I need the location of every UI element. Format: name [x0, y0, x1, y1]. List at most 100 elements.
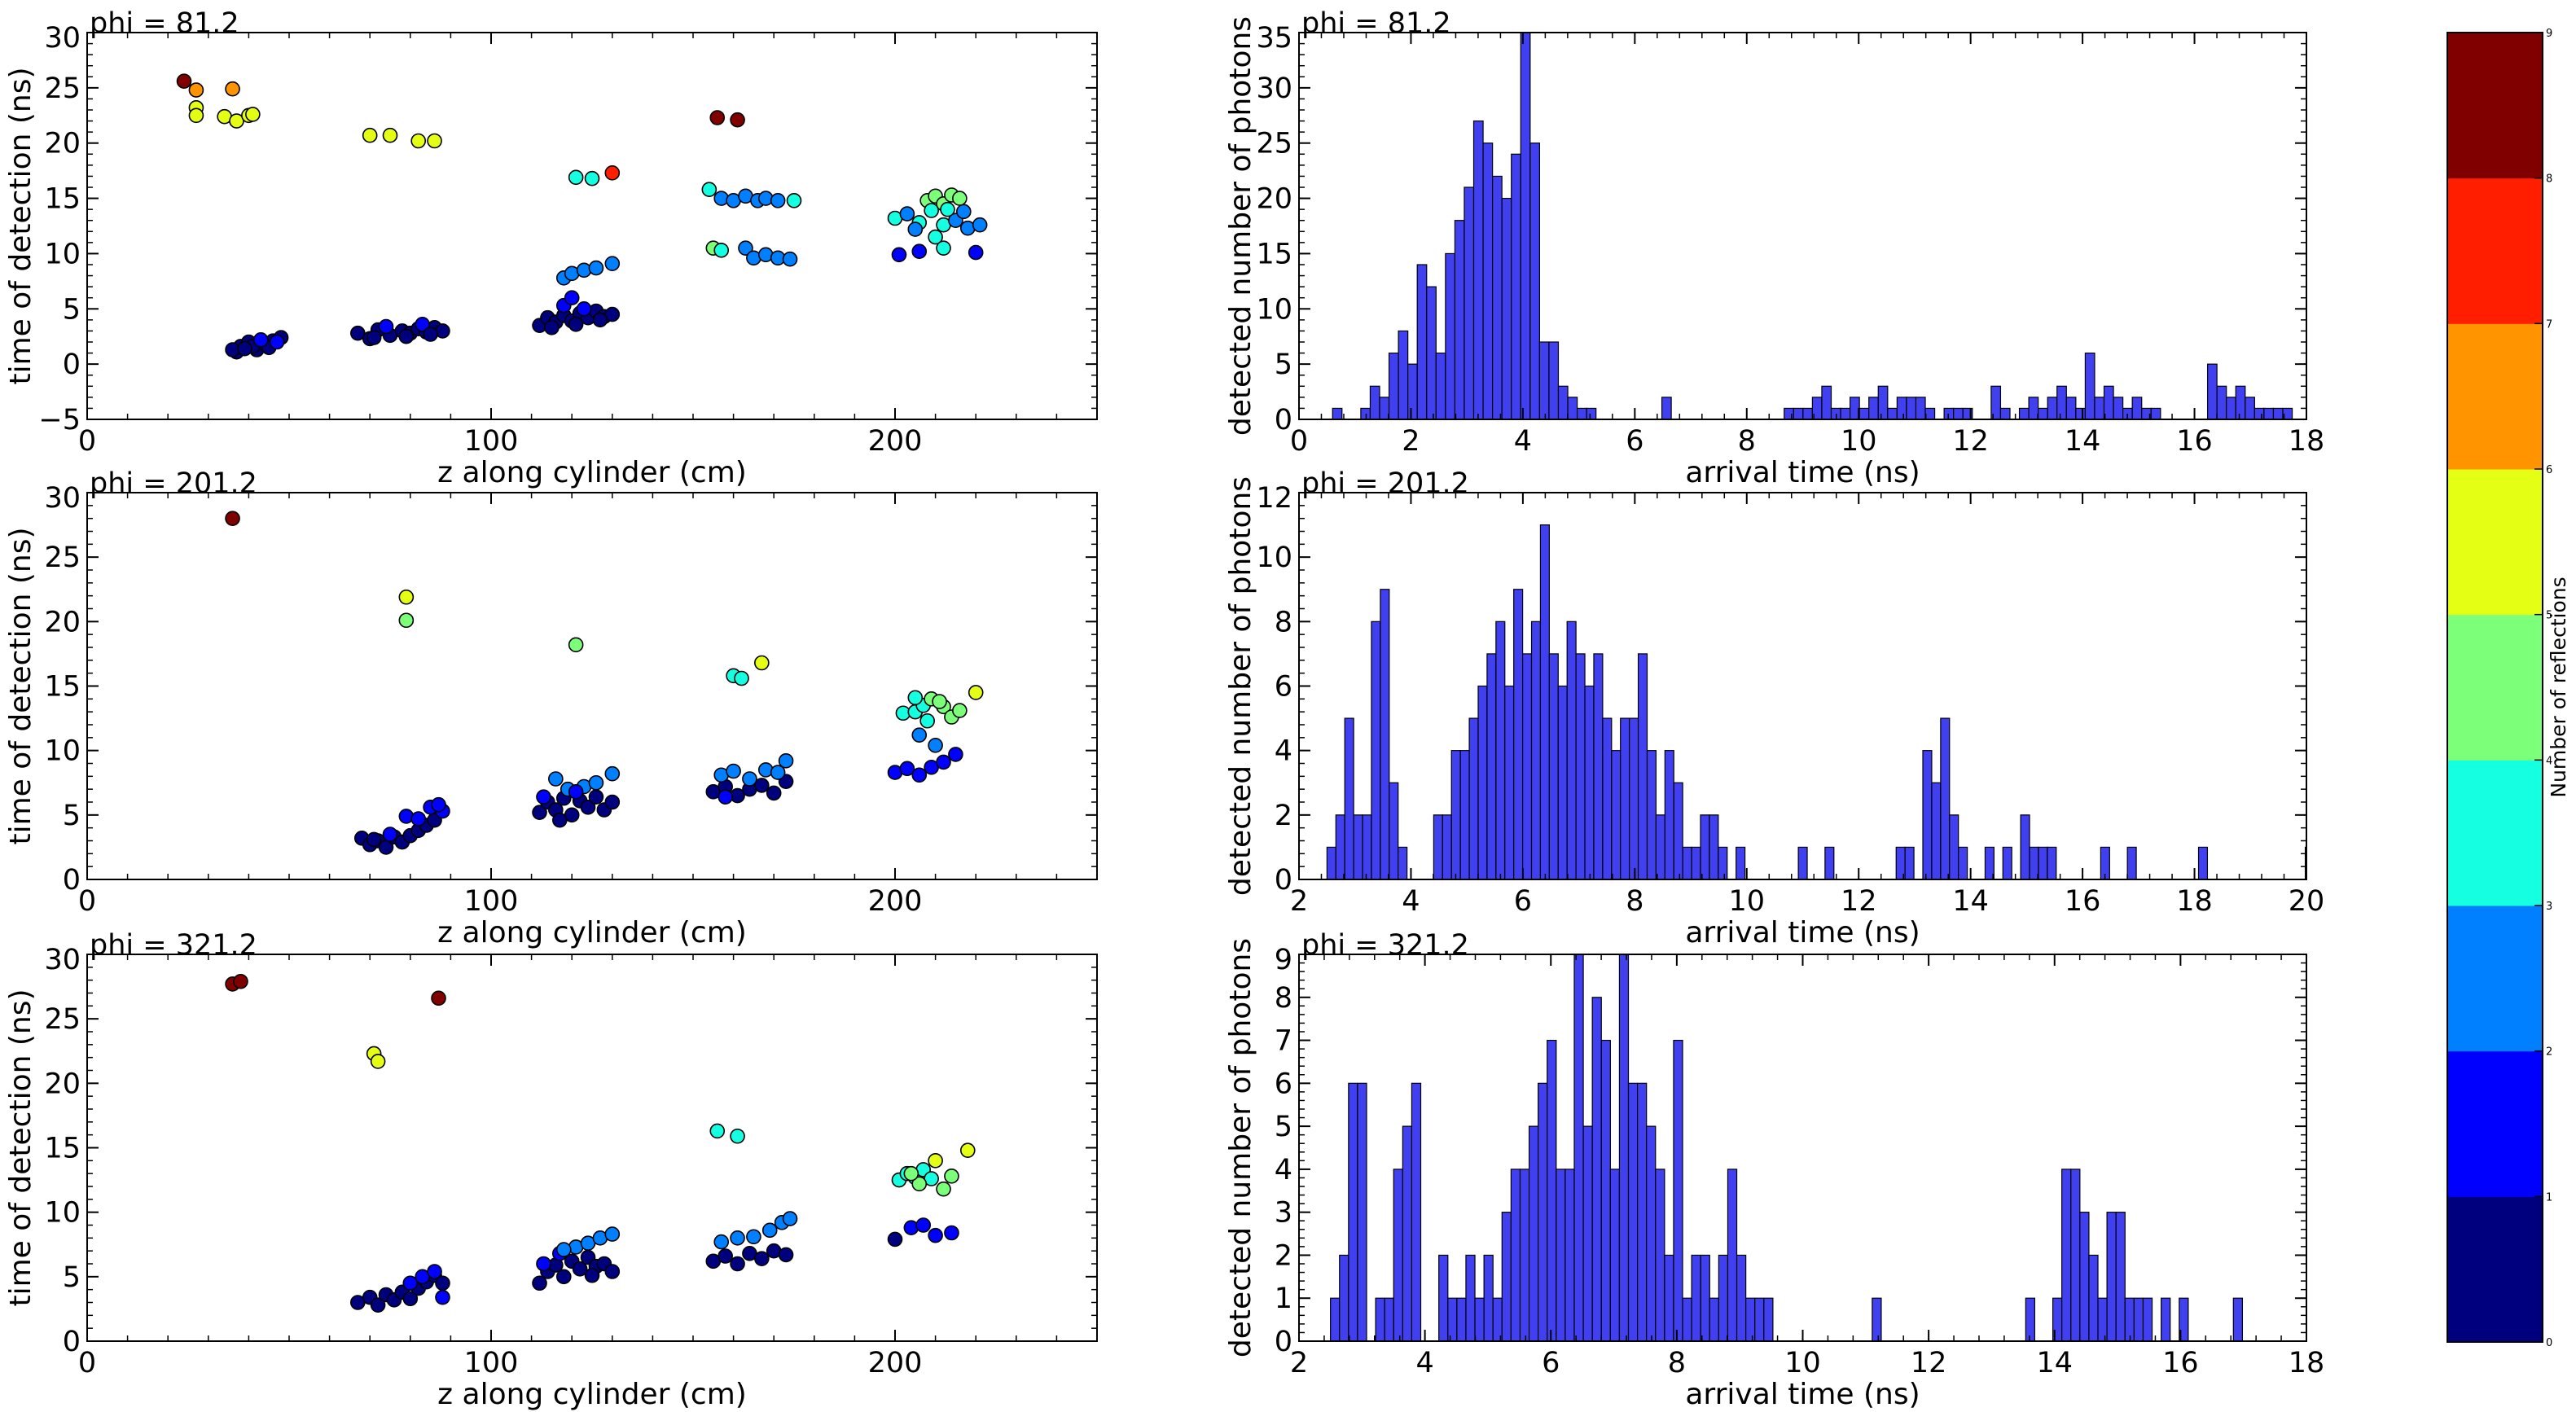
scatter-point [718, 1248, 733, 1264]
histogram-bar [1348, 1082, 1358, 1341]
x-tick-label: 2 [1290, 1347, 1308, 1379]
histogram-bar [1402, 1125, 1413, 1341]
x-tick-label: 0 [78, 425, 96, 458]
histogram-bar [1896, 397, 1907, 419]
x-tick-label: 0 [1290, 425, 1308, 458]
histogram-bar [1510, 1169, 1521, 1341]
colorbar-tick-label: 4 [2546, 755, 2552, 767]
histogram-bar [1538, 341, 1550, 419]
histogram-bar [1375, 1297, 1385, 1341]
x-tick-label: 200 [868, 1347, 923, 1379]
histogram-bar [1584, 685, 1595, 879]
y-tick-label: 6 [1275, 671, 1292, 704]
histogram-bar [1646, 750, 1657, 879]
y-tick-label: 10 [44, 1197, 81, 1230]
histogram-bar [1557, 685, 1568, 879]
histogram-bar [1529, 143, 1540, 419]
scatter-point [968, 685, 984, 700]
histogram-bar [1718, 846, 1728, 879]
histogram-bar [1924, 407, 1936, 419]
scatter-point [350, 325, 366, 341]
histogram-bar [1477, 685, 1488, 879]
scatter-point [233, 973, 248, 989]
scatter-point [362, 127, 378, 143]
x-tick-label: 2 [1290, 885, 1308, 918]
histogram-bar [1709, 814, 1719, 879]
x-tick-label: 20 [2289, 885, 2325, 918]
histogram-bar [2126, 846, 2137, 879]
y-tick-label: 1 [1275, 1283, 1292, 1315]
y-tick-label: 20 [44, 606, 81, 638]
histogram-bar [1718, 1254, 1729, 1341]
scatter-point [552, 812, 568, 828]
scatter-point [730, 1256, 745, 1272]
scatter-point [188, 107, 204, 124]
x-tick-label: 200 [868, 885, 923, 918]
histogram-bar [2028, 397, 2039, 419]
y-tick-label: 0 [63, 349, 81, 381]
histogram-bar [2133, 1297, 2144, 1341]
scatter-point [782, 1211, 798, 1226]
scatter-point [730, 1230, 745, 1246]
y-tick-label: 25 [44, 72, 81, 105]
histogram-bar [2232, 1297, 2244, 1341]
colorbar-segment [2447, 1196, 2543, 1343]
axes-frame [1298, 32, 2307, 420]
scatter-point [402, 1275, 419, 1291]
scatter-point [952, 191, 968, 206]
y-tick-label: 30 [1256, 72, 1292, 105]
histogram-bar [1664, 750, 1674, 879]
histogram-bar [1389, 782, 1399, 879]
histogram-bar [1438, 1254, 1449, 1341]
scatter-point [382, 127, 398, 143]
scatter-point [544, 320, 560, 335]
histogram-bar [1360, 407, 1371, 419]
histogram-bar [2094, 397, 2105, 419]
scatter-point [936, 1181, 951, 1197]
scatter-point [604, 794, 621, 810]
plot-area [176, 73, 988, 360]
scatter-point [576, 300, 592, 317]
histogram-bar [1655, 1169, 1665, 1341]
histogram-bar [2070, 1169, 2081, 1341]
histogram-bar [1664, 1254, 1674, 1341]
histogram-bar [2113, 397, 2124, 419]
scatter-point [734, 670, 749, 686]
scatter-point [928, 1227, 943, 1243]
histogram-bar [1556, 1169, 1566, 1341]
y-axis-label: time of detection (ns) [4, 989, 37, 1306]
histogram-bar [1393, 1169, 1403, 1341]
scatter-point [225, 511, 240, 526]
histogram-bar [1906, 397, 1917, 419]
histogram-bar [1398, 846, 1408, 879]
y-tick-label: 0 [1275, 404, 1292, 436]
y-tick-label: 5 [63, 293, 81, 326]
colorbar-segment [2447, 469, 2543, 616]
histogram-bar [1411, 1082, 1422, 1341]
colorbar-segment [2447, 1050, 2543, 1197]
histogram-bar [1465, 1254, 1476, 1341]
histogram-bar [1661, 397, 1672, 419]
scatter-point [911, 1176, 928, 1192]
colorbar-segment [2447, 178, 2543, 324]
scatter-point [532, 1275, 547, 1291]
histogram-bar [1468, 717, 1479, 879]
scatter-point [766, 785, 782, 801]
histogram-bar [1904, 846, 1915, 879]
histogram-bar [1426, 286, 1437, 419]
histogram-bar [1486, 653, 1497, 879]
histogram-bar [1682, 1297, 1692, 1341]
histogram-bar [1567, 397, 1578, 419]
histogram-bar [1700, 1254, 1710, 1341]
histogram-bar [1513, 589, 1524, 879]
scatter-point [225, 81, 240, 97]
scatter-point [431, 990, 446, 1006]
histogram-bar [1824, 846, 1835, 879]
y-tick-label: 25 [44, 1003, 81, 1036]
scatter-point [188, 82, 204, 98]
scatter-point [891, 247, 907, 263]
histogram-bar [1958, 846, 1968, 879]
x-axis-label: arrival time (ns) [1685, 916, 1920, 949]
scatter-point [592, 312, 608, 328]
